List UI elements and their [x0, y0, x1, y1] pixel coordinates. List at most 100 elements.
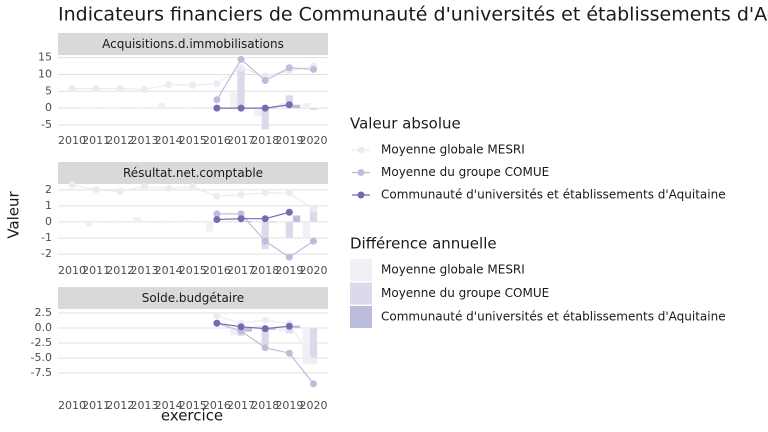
diff-bar	[309, 328, 318, 359]
point	[285, 208, 293, 216]
strip	[58, 33, 328, 55]
point	[285, 253, 293, 261]
point	[213, 192, 221, 200]
point	[213, 210, 221, 218]
x-tick-label: 2010	[58, 264, 86, 277]
legend-key	[350, 306, 372, 328]
point	[261, 344, 269, 352]
x-tick-label: 2012	[106, 134, 134, 147]
x-tick-label: 2018	[251, 399, 279, 412]
point	[261, 325, 269, 333]
diff-bar	[133, 217, 141, 222]
legend-title: Différence annuelle	[350, 235, 497, 253]
x-tick-label: 2019	[275, 399, 303, 412]
point	[310, 65, 318, 73]
diff-bar	[109, 221, 117, 224]
point	[237, 210, 245, 218]
point	[261, 189, 269, 197]
y-tick-label: -1	[41, 231, 52, 244]
diff-bar	[133, 108, 141, 110]
y-tick-label: -5.0	[31, 351, 52, 364]
x-tick-label: 2015	[179, 264, 207, 277]
point	[213, 319, 221, 327]
point	[165, 184, 173, 192]
diff-bar	[254, 325, 262, 328]
x-tick-label: 2010	[58, 134, 86, 147]
diff-bar	[309, 108, 318, 110]
point	[213, 215, 221, 223]
x-tick-label: 2017	[227, 399, 255, 412]
diff-bar	[268, 108, 277, 109]
y-tick-label: -5	[41, 118, 52, 131]
point	[261, 77, 269, 85]
point	[68, 85, 76, 93]
diff-bar	[268, 221, 277, 223]
chart-title: Indicateurs financiers de Communauté d'u…	[58, 4, 768, 26]
diff-bar	[285, 221, 293, 238]
point	[261, 237, 269, 245]
x-tick-label: 2013	[130, 264, 158, 277]
point	[68, 181, 76, 189]
point	[261, 316, 269, 324]
diff-bar	[261, 108, 269, 130]
diff-bar	[206, 106, 214, 109]
strip	[58, 287, 328, 309]
point	[261, 104, 269, 112]
diff-bar	[292, 104, 301, 109]
x-tick-label: 2014	[155, 264, 183, 277]
diff-bar	[292, 325, 301, 328]
line	[216, 322, 290, 330]
point	[310, 357, 318, 365]
legend-label: Moyenne globale MESRI	[381, 263, 525, 277]
point	[116, 187, 124, 195]
diff-bar	[285, 328, 293, 334]
line	[216, 104, 290, 109]
point	[165, 81, 173, 89]
point	[92, 186, 100, 194]
y-tick-label: 10	[38, 67, 52, 80]
y-tick-label: -2.5	[31, 336, 52, 349]
diff-bar	[292, 215, 301, 222]
x-tick-label: 2011	[82, 399, 110, 412]
point	[237, 64, 245, 72]
point	[213, 312, 221, 320]
x-tick-label: 2016	[203, 134, 231, 147]
y-tick-label: 0	[45, 101, 52, 114]
point	[261, 215, 269, 223]
point	[310, 205, 318, 213]
y-axis-label: Valeur	[5, 190, 23, 238]
diff-bar	[181, 220, 190, 222]
x-tick-label: 2015	[179, 399, 207, 412]
strip-label: Solde.budgétaire	[142, 291, 244, 305]
x-tick-label: 2014	[155, 134, 183, 147]
y-tick-label: 0	[45, 215, 52, 228]
x-tick-label: 2013	[130, 399, 158, 412]
point	[189, 183, 197, 191]
point	[140, 86, 148, 94]
y-tick-label: 15	[38, 51, 52, 64]
x-tick-label: 2014	[155, 399, 183, 412]
point	[285, 322, 293, 330]
y-tick-label: 5	[45, 84, 52, 97]
x-tick-label: 2018	[251, 134, 279, 147]
x-tick-label: 2016	[203, 264, 231, 277]
point	[310, 380, 318, 388]
y-tick-label: 0.0	[35, 321, 53, 334]
y-tick-label: -7.5	[31, 366, 52, 379]
diff-bar	[109, 108, 117, 109]
point	[213, 104, 221, 112]
diff-bar	[237, 67, 245, 109]
legend-key	[350, 259, 372, 281]
diff-bar	[302, 221, 310, 238]
y-tick-label: 1	[45, 199, 52, 212]
legend-title: Valeur absolue	[350, 115, 461, 133]
legend-label: Communauté d'universités et établissemen…	[381, 310, 726, 324]
diff-bar	[261, 221, 269, 250]
point	[285, 189, 293, 197]
diff-bar	[157, 221, 165, 224]
legend-label: Communauté d'universités et établissemen…	[381, 188, 726, 202]
x-tick-label: 2018	[251, 264, 279, 277]
x-tick-label: 2019	[275, 264, 303, 277]
x-tick-label: 2017	[227, 264, 255, 277]
legend-key	[357, 191, 365, 199]
